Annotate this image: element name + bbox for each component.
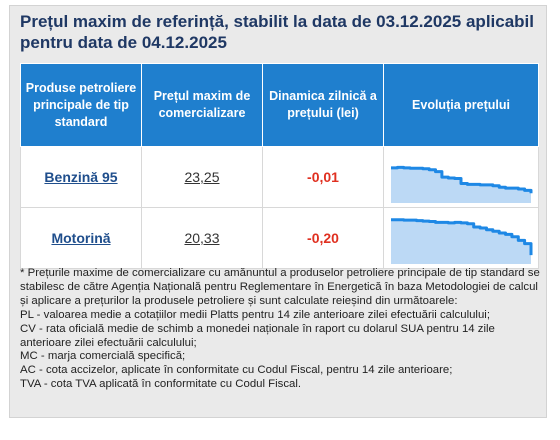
price-card: Prețul maxim de referință, stabilit la d…: [9, 5, 547, 418]
header-price-trend: Evoluția prețului: [383, 63, 539, 147]
note-pl: PL - valoarea medie a cotațiilor medii P…: [20, 308, 490, 321]
sparkline-area: [391, 167, 531, 203]
header-max-price: Prețul maxim de comercializare: [141, 63, 263, 147]
daily-change-value: -0,01: [307, 169, 339, 185]
price-value[interactable]: 23,25: [184, 169, 220, 185]
product-link-benzina-95[interactable]: Benzină 95: [44, 169, 118, 185]
price-cell: 20,33: [141, 207, 263, 269]
header-daily-change: Dinamica zilnică a prețului (lei): [262, 63, 384, 147]
sparkline-benzina-95: [391, 165, 533, 203]
note-intro: * Prețurile maxime de comercializare cu …: [20, 267, 540, 307]
table-row: Benzină 95 23,25 -0,01: [20, 146, 539, 208]
product-cell: Benzină 95: [20, 146, 142, 208]
change-cell: -0,01: [262, 146, 384, 208]
note-cv: CV - rata oficială medie de schimb a mon…: [20, 322, 495, 349]
sparkline-line: [391, 218, 533, 256]
product-cell: Motorină: [20, 207, 142, 269]
table-header-row: Produse petroliere principale de tip sta…: [20, 63, 539, 147]
note-tva: TVA - cota TVA aplicată în conformitate …: [20, 378, 302, 391]
daily-change-value: -0,20: [307, 230, 339, 246]
page-title: Prețul maxim de referință, stabilit la d…: [20, 12, 535, 52]
table-row: Motorină 20,33 -0,20: [20, 207, 539, 269]
trend-cell: [383, 207, 539, 269]
sparkline-area: [391, 219, 531, 264]
trend-cell: [383, 146, 539, 208]
sparkline-motorina: [391, 218, 533, 264]
methodology-notes: * Prețurile maxime de comercializare cu …: [20, 267, 540, 392]
header-product: Produse petroliere principale de tip sta…: [20, 63, 142, 147]
note-mc: MC - marja comercială specifică;: [20, 350, 186, 363]
price-cell: 23,25: [141, 146, 263, 208]
product-link-motorina[interactable]: Motorină: [51, 230, 111, 246]
change-cell: -0,20: [262, 207, 384, 269]
sparkline-line: [391, 165, 533, 194]
price-table: Produse petroliere principale de tip sta…: [20, 63, 539, 269]
price-value[interactable]: 20,33: [184, 230, 220, 246]
note-ac: AC - cota accizelor, aplicate în conform…: [20, 364, 453, 377]
